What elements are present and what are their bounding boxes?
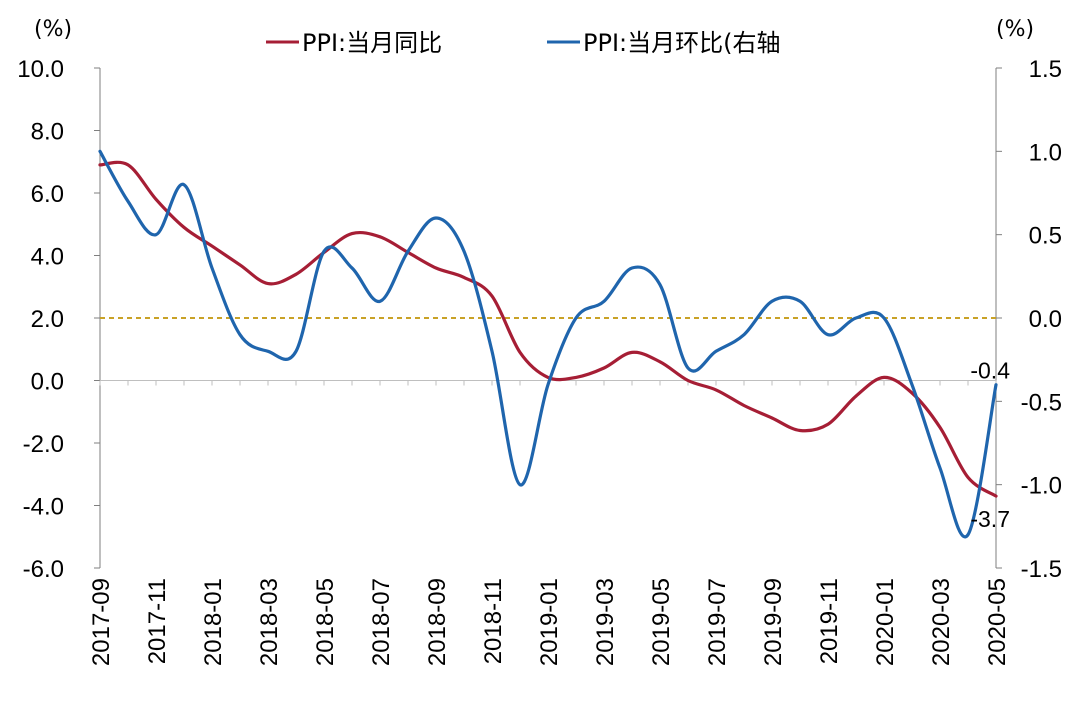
x-tick-label: 2019-09 bbox=[760, 578, 787, 666]
right-tick-label: 0.0 bbox=[1029, 306, 1062, 333]
left-tick-label: 2.0 bbox=[31, 306, 64, 333]
x-tick-label: 2019-01 bbox=[536, 578, 563, 666]
left-tick-label: 0.0 bbox=[31, 369, 64, 396]
left-tick-label: 8.0 bbox=[31, 119, 64, 146]
right-tick-label: 0.5 bbox=[1029, 223, 1062, 250]
left-tick-label: 6.0 bbox=[31, 181, 64, 208]
axes: 10.0 8.0 6.0 4.0 2.0 0.0 -2.0 -4.0 -6.0 1.5 1.0 0.5… bbox=[17, 56, 1062, 666]
x-tick-label: 2020-05 bbox=[984, 578, 1011, 666]
x-tick-label: 2018-01 bbox=[200, 578, 227, 666]
x-tick-label: 2017-09 bbox=[88, 578, 115, 666]
right-tick-label: -1.5 bbox=[1021, 556, 1062, 583]
left-tick-label: 10.0 bbox=[17, 56, 64, 83]
x-tick-label: 2018-03 bbox=[256, 578, 283, 666]
x-tick-label: 2019-03 bbox=[592, 578, 619, 666]
x-tick-label: 2018-11 bbox=[480, 578, 507, 664]
x-tick-label: 2018-09 bbox=[424, 578, 451, 666]
x-tick-label: 2018-07 bbox=[368, 578, 395, 666]
data-label-mom-end: -0.4 bbox=[970, 358, 1010, 384]
legend-label-yoy: PPI:当月同比 bbox=[302, 29, 442, 57]
right-tick-label: 1.5 bbox=[1029, 56, 1062, 83]
legend-label-mom: PPI:当月环比(右轴 bbox=[583, 29, 780, 57]
x-tick-label: 2019-05 bbox=[648, 578, 675, 666]
series-line-mom bbox=[98, 149, 998, 539]
right-tick-label: -1.0 bbox=[1021, 473, 1062, 500]
x-tick-label: 2019-11 bbox=[816, 578, 843, 664]
left-tick-label: -2.0 bbox=[23, 431, 64, 458]
annotation-layer: -0.4 -3.7 bbox=[970, 358, 1010, 532]
series-layer bbox=[98, 149, 998, 539]
x-tick-label: 2018-05 bbox=[312, 578, 339, 666]
x-tick-label: 2020-03 bbox=[928, 578, 955, 666]
series-line-yoy bbox=[98, 160, 998, 498]
legend: PPI:当月同比 PPI:当月环比(右轴 bbox=[266, 29, 780, 57]
x-tick-label: 2020-01 bbox=[872, 578, 899, 666]
left-tick-label: 4.0 bbox=[31, 244, 64, 271]
right-tick-label: -0.5 bbox=[1021, 389, 1062, 416]
left-tick-label: -6.0 bbox=[23, 556, 64, 583]
x-tick-label: 2017-11 bbox=[144, 578, 171, 664]
left-tick-label: -4.0 bbox=[23, 494, 64, 521]
right-axis-unit-label: (%) bbox=[996, 17, 1034, 42]
data-label-yoy-end: -3.7 bbox=[970, 506, 1010, 532]
right-tick-label: 1.0 bbox=[1029, 139, 1062, 166]
left-axis-unit-label: (%) bbox=[34, 17, 72, 42]
x-tick-label: 2019-07 bbox=[704, 578, 731, 666]
